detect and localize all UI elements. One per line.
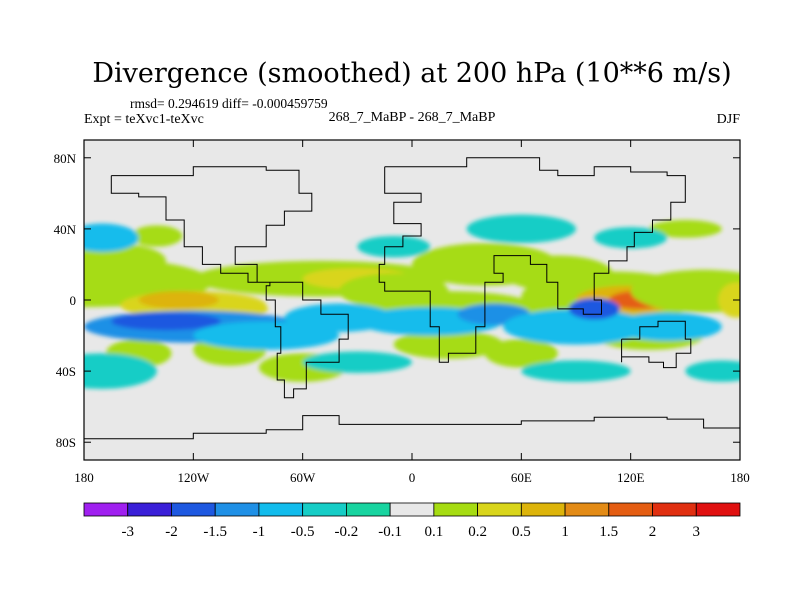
x-tick-label: 120W — [177, 470, 210, 485]
coastline-segment — [621, 320, 692, 369]
colorbar-label: -0.2 — [335, 524, 359, 540]
x-tick-label: 60E — [511, 470, 532, 485]
x-tick-labels: 180 120W 60W 0 60E 120E 180 — [74, 470, 750, 485]
contour-fill — [503, 308, 649, 345]
colorbar — [83, 502, 741, 517]
coastline-segment — [378, 157, 686, 363]
colorbar-swatch — [652, 502, 697, 517]
colorbar-swatch — [302, 502, 347, 517]
y-tick-label: 40S — [56, 364, 76, 379]
contour-fill — [84, 223, 139, 252]
colorbar-label: 0.2 — [468, 524, 487, 540]
contour-fill — [648, 220, 722, 238]
season-label: DJF — [717, 112, 741, 127]
coastline-segment — [84, 415, 740, 440]
colorbar-label: 1.5 — [599, 524, 618, 540]
colorbar-label: -3 — [121, 524, 134, 540]
colorbar-label: 0.1 — [424, 524, 443, 540]
coastline — [84, 157, 740, 440]
colorbar-label: 1 — [561, 524, 569, 540]
x-tick-label: 0 — [409, 470, 416, 485]
plot-area: 180 120W 60W 0 60E 120E 180 80N 40N 0 40S 80S — [54, 139, 750, 485]
y-tick-label: 80S — [56, 435, 76, 450]
colorbar-swatch — [258, 502, 304, 517]
y-tick-label: 80N — [54, 151, 77, 166]
axis-ticks — [83, 140, 741, 460]
contour-fill — [594, 227, 668, 249]
colorbar-label: 2 — [649, 524, 657, 540]
y-tick-label: 40N — [54, 222, 77, 237]
contour-fill — [466, 214, 576, 244]
contour-fill — [612, 312, 722, 341]
contour-fill — [193, 321, 340, 350]
colorbar-label: -1 — [253, 524, 266, 540]
contour-fill — [521, 360, 631, 382]
contour-fill — [302, 351, 413, 373]
colorbar-labels: -3 -2 -1.5 -1 -0.5 -0.2 -0.1 0.1 0.2 0.5 1 1.5 2 3 — [121, 524, 700, 540]
colorbar-label: -1.5 — [203, 524, 227, 540]
colorbar-swatch — [564, 502, 610, 517]
case-label: 268_7_MaBP - 268_7_MaBP — [329, 110, 496, 125]
contour-fill — [685, 360, 740, 382]
contour-fill — [718, 282, 740, 318]
chart-title: Divergence (smoothed) at 200 hPa (10**6 … — [92, 58, 731, 89]
x-tick-label: 60W — [290, 470, 316, 485]
y-tick-label: 0 — [70, 293, 77, 308]
colorbar-label: -2 — [165, 524, 178, 540]
contour-fill — [484, 339, 558, 368]
colorbar-swatch — [433, 502, 479, 517]
y-tick-labels: 80N 40N 0 40S 80S — [54, 151, 77, 450]
contour-fill — [568, 298, 620, 320]
colorbar-label: 3 — [693, 524, 701, 540]
contour-fill — [630, 269, 740, 313]
colorbar-swatch — [389, 502, 435, 517]
colorbar-swatch — [608, 502, 653, 517]
colorbar-label: -0.1 — [378, 524, 402, 540]
colorbar-swatch — [83, 502, 129, 517]
colorbar-swatch — [214, 502, 260, 517]
contour-fill — [131, 225, 183, 247]
colorbar-swatch — [695, 502, 741, 517]
contour-fill — [138, 291, 219, 309]
x-tick-label: 180 — [730, 470, 750, 485]
colorbar-label: -0.5 — [291, 524, 315, 540]
contour-fill — [111, 312, 221, 331]
x-tick-label: 180 — [74, 470, 94, 485]
contour-fill — [84, 243, 166, 279]
colorbar-swatch — [520, 502, 566, 517]
colorbar-label: 0.5 — [512, 524, 531, 540]
coastline-segment — [110, 166, 349, 399]
colorbar-swatch — [171, 502, 216, 517]
contour-fill — [84, 353, 157, 389]
x-tick-label: 120E — [617, 470, 645, 485]
stats-text: rmsd= 0.294619 diff= -0.000459759 — [130, 96, 328, 111]
colorbar-swatch — [477, 502, 522, 517]
colorbar-swatch — [345, 502, 391, 517]
experiment-label: Expt = teXvc1-teXvc — [84, 112, 204, 127]
colorbar-swatch — [127, 502, 172, 517]
